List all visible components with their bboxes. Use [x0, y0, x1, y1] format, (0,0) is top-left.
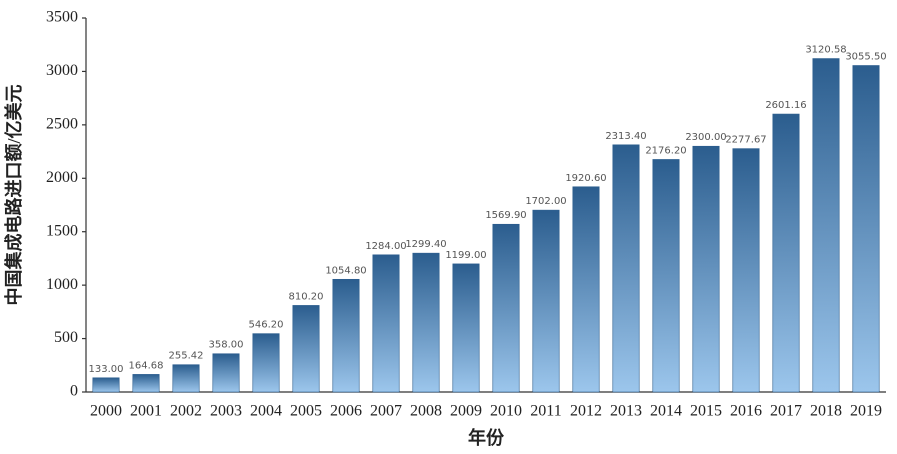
bar — [812, 58, 840, 393]
value-label: 2313.40 — [605, 131, 646, 142]
y-axis-label: 中国集成电路进口额/亿美元 — [3, 85, 24, 306]
value-label: 133.00 — [89, 364, 124, 375]
bar — [692, 145, 720, 393]
value-label: 2277.67 — [725, 135, 766, 146]
x-tick-label: 2005 — [290, 403, 322, 420]
bar — [652, 159, 680, 393]
x-tick-label: 2017 — [770, 403, 802, 420]
x-axis-label: 年份 — [468, 427, 505, 448]
y-tick-label: 1000 — [46, 276, 78, 293]
value-label: 2601.16 — [765, 100, 806, 111]
value-label: 1284.00 — [365, 241, 406, 252]
x-tick-label: 2011 — [530, 403, 561, 420]
value-label: 1299.40 — [405, 239, 446, 250]
x-tick-label: 2015 — [690, 403, 722, 420]
bar — [572, 186, 600, 393]
value-label: 3120.58 — [805, 45, 846, 56]
value-label: 546.20 — [249, 320, 284, 331]
y-tick-label: 0 — [70, 383, 78, 400]
x-tick-label: 2006 — [330, 403, 362, 420]
value-label: 2300.00 — [685, 132, 726, 143]
bar — [132, 374, 160, 393]
value-label: 810.20 — [289, 291, 324, 302]
bar — [492, 223, 520, 393]
bar — [732, 148, 760, 393]
x-tick-label: 2002 — [170, 403, 202, 420]
y-tick-label: 3500 — [46, 9, 78, 26]
x-tick-label: 2010 — [490, 403, 522, 420]
value-label: 1702.00 — [525, 196, 566, 207]
bar — [252, 333, 280, 393]
bar — [172, 364, 200, 393]
value-label: 164.68 — [129, 360, 164, 371]
value-label: 1199.00 — [445, 250, 486, 261]
bar — [292, 305, 320, 393]
bar — [212, 353, 240, 393]
bar — [452, 263, 480, 393]
x-tick-label: 2012 — [570, 403, 602, 420]
x-tick-label: 2016 — [730, 403, 762, 420]
x-tick-label: 2004 — [250, 403, 282, 420]
value-label: 1920.60 — [565, 173, 606, 184]
bar — [772, 113, 800, 393]
y-tick-label: 2000 — [46, 169, 78, 186]
x-tick-label: 2000 — [90, 403, 122, 420]
value-label: 1569.90 — [485, 210, 526, 221]
y-tick-label: 1500 — [46, 222, 78, 239]
y-tick-label: 500 — [54, 329, 78, 346]
x-tick-label: 2001 — [130, 403, 162, 420]
value-label: 1054.80 — [325, 265, 366, 276]
bar — [332, 278, 360, 393]
x-tick-label: 2014 — [650, 403, 682, 420]
y-tick-label: 3000 — [46, 62, 78, 79]
bar — [92, 377, 120, 393]
bar — [532, 209, 560, 393]
bar — [412, 252, 440, 393]
x-tick-label: 2018 — [810, 403, 842, 420]
y-tick-label: 2500 — [46, 116, 78, 133]
bar — [372, 254, 400, 393]
value-label: 358.00 — [209, 340, 244, 351]
x-tick-label: 2003 — [210, 403, 242, 420]
x-tick-label: 2007 — [370, 403, 402, 420]
x-tick-label: 2009 — [450, 403, 482, 420]
value-label: 3055.50 — [845, 51, 886, 62]
x-tick-label: 2019 — [850, 403, 882, 420]
value-label: 255.42 — [169, 351, 204, 362]
x-tick-label: 2008 — [410, 403, 442, 420]
x-tick-label: 2013 — [610, 403, 642, 420]
value-label: 2176.20 — [645, 145, 686, 156]
bar — [852, 65, 880, 393]
bar — [612, 144, 640, 393]
